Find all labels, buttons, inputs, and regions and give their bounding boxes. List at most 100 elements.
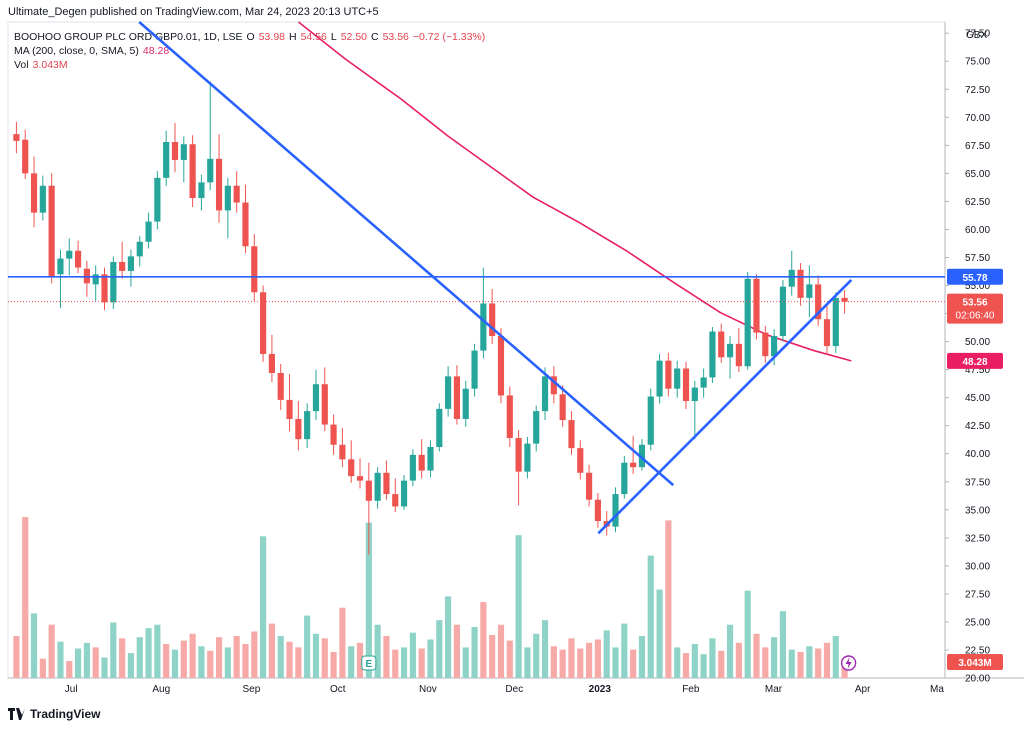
ma-price-badge [947,352,1003,369]
volume-bar [709,638,716,678]
y-tick-label: 22.50 [965,645,990,656]
candle-body [700,377,707,388]
volume-bar [577,648,584,678]
candle-body [638,444,646,468]
candle-body [321,384,328,425]
candle-body [656,360,663,397]
x-tick-label: Nov [419,684,437,695]
candle-body [330,424,337,445]
volume-bar [726,624,734,678]
volume-bar [260,536,267,678]
volume-bar [242,643,249,678]
volume-bar [251,631,258,678]
ma-price-label: 48.28 [962,357,987,368]
candle-body [471,350,478,389]
y-tick-label: 42.50 [965,421,990,432]
volume-bar [586,642,593,678]
candle-body [74,250,82,268]
y-tick-label: 25.00 [965,617,990,628]
y-tick-label: 50.00 [965,337,990,348]
candle-body [136,241,143,257]
candle-body [445,376,452,409]
candle-body [260,292,267,354]
volume-bar [445,596,452,678]
volume-bar [180,640,187,678]
y-tick-label: 27.50 [965,589,990,600]
candle-body [286,399,293,419]
y-tick-label: 62.50 [965,197,990,208]
volume-bar [462,647,469,678]
ma-200-line [297,21,852,362]
ma-label[interactable]: MA (200, close, 0, SMA, 5) [14,45,139,57]
candle-body [436,408,443,447]
candle-body [779,286,787,336]
low-label: L [330,31,337,43]
candle-body [489,303,496,336]
trendline[interactable] [597,278,853,535]
currency-label: GBX [966,30,988,41]
candle-body [735,343,742,367]
volume-bar [612,647,619,678]
x-tick-label: Sep [242,684,260,695]
volume-bar [638,636,646,678]
candle-body [101,274,108,303]
volume-bar [515,535,522,678]
volume-bar [533,633,540,678]
volume-bar [321,638,328,678]
candle-body [30,173,38,213]
volume-bar [57,641,64,678]
volume-label[interactable]: Vol [14,59,29,71]
volume-bar [797,651,804,678]
candle-body [180,144,187,160]
trendline[interactable] [138,21,675,487]
high-label: H [289,31,297,43]
volume-bar [30,613,38,678]
y-tick-label: 67.50 [965,141,990,152]
brand-name: TradingView [30,707,101,721]
earnings-e-letter: E [365,659,372,670]
volume-bar [330,651,337,678]
candle-body [242,202,249,247]
volume-bar [497,624,505,678]
candle-body [295,418,302,440]
volume-bar [674,647,681,678]
volume-bar [489,634,496,678]
earnings-e-icon[interactable] [361,655,377,671]
volume-bar [83,642,90,678]
candle-body [753,278,760,333]
y-tick-label: 32.50 [965,533,990,544]
volume-bar [506,640,513,678]
volume-bar [823,642,831,678]
symbol-name[interactable]: BOOHOO GROUP PLC ORD GBP0.01, 1D, LSE [14,31,243,43]
candle-body [233,185,240,203]
legend-ma-row: MA (200, close, 0, SMA, 5) 48.28 [14,44,485,58]
candle-body [709,331,716,378]
volume-value: 3.043M [32,59,68,71]
candle-body [841,297,848,302]
candle-body [339,444,346,460]
legend-volume-row: Vol 3.043M [14,58,485,72]
x-tick-label: Feb [682,684,700,695]
volume-bar [127,653,135,678]
volume-bar [383,636,390,678]
candle-body [427,446,434,471]
candle-body [647,396,654,445]
volume-bar [312,633,320,678]
price-chart[interactable]: 77.50 75.00 72.50 70.00 67.50 65.00 62.50 60.00… [0,0,1024,700]
y-tick-label: 40.00 [965,449,990,460]
volume-bar [806,646,813,678]
x-tick-label: Aug [152,684,170,695]
candle-body [198,182,205,199]
volume-bar [744,590,751,678]
low-value: 52.50 [340,31,367,43]
volume-bar [22,517,29,678]
last-price-badge [947,293,1003,324]
volume-bar [735,642,742,678]
candle-body [674,368,681,389]
candle-body [797,269,804,298]
candle-body [251,246,258,293]
candle-body [207,158,214,183]
volume-axis-label: 3.043M [958,658,991,669]
volume-bar [453,624,461,678]
